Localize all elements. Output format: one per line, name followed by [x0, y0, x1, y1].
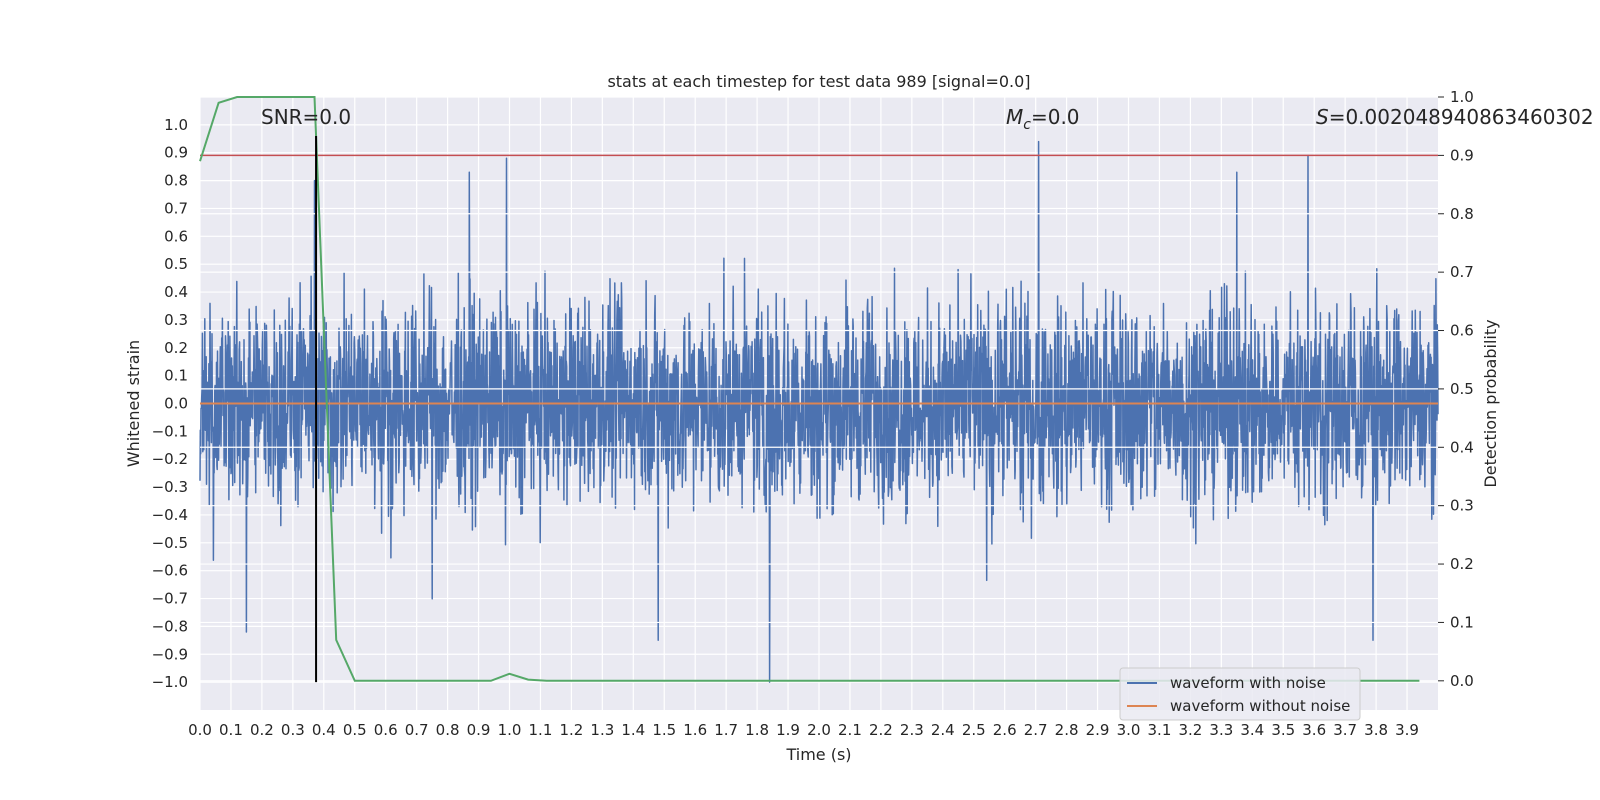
y-tick-label: −0.7: [152, 590, 188, 608]
x-tick-label: 2.8: [1055, 721, 1079, 739]
mc-subscript: c: [1023, 117, 1031, 133]
y2-tick-label: 0.6: [1450, 322, 1474, 340]
s-value: =0.002048940863460302: [1329, 105, 1594, 129]
x-tick-label: 1.1: [529, 721, 553, 739]
y2-axis-label: Detection probability: [1481, 319, 1500, 487]
x-tick-label: 2.7: [1024, 721, 1048, 739]
x-tick-label: 0.2: [250, 721, 274, 739]
y-tick-label: 0.0: [164, 395, 188, 413]
y-tick-label: −0.2: [152, 450, 188, 468]
s-annotation: S=0.002048940863460302: [1316, 105, 1594, 129]
y2-tick-label: 1.0: [1450, 88, 1474, 106]
y-tick-label: −0.6: [152, 562, 188, 580]
x-tick-label: 0.1: [219, 721, 243, 739]
x-tick-label: 1.6: [683, 721, 707, 739]
x-tick-label: 0.5: [343, 721, 367, 739]
y2-tick-label: 0.2: [1450, 555, 1474, 573]
legend-entry-noisy: waveform with noise: [1170, 674, 1326, 692]
y-tick-label: −0.9: [152, 645, 188, 663]
x-tick-label: 2.3: [900, 721, 924, 739]
x-tick-label: 3.5: [1271, 721, 1295, 739]
x-tick-label: 2.6: [993, 721, 1017, 739]
y2-axis-ticks: 1.0 0.9 0.8 0.7 0.6 0.5 0.4 0.3 0.2 0.1 0.0: [1438, 88, 1474, 690]
x-tick-label: 2.9: [1086, 721, 1110, 739]
noisy-waveform-line: [199, 140, 1439, 683]
x-tick-label: 0.4: [312, 721, 336, 739]
x-tick-label: 1.3: [590, 721, 614, 739]
y2-tick-label: 0.9: [1450, 146, 1474, 164]
x-axis-ticks: 0.0 0.1 0.2 0.3 0.4 0.5 0.6 0.7 0.8 0.9 1.0 1.1 1.2 1…: [188, 721, 1419, 739]
x-tick-label: 1.2: [559, 721, 583, 739]
mc-annotation: Mc=0.0: [1006, 105, 1080, 133]
x-tick-label: 0.8: [436, 721, 460, 739]
x-tick-label: 0.0: [188, 721, 212, 739]
y-tick-label: 0.3: [164, 311, 188, 329]
x-tick-label: 1.8: [745, 721, 769, 739]
y-tick-label: −0.1: [152, 422, 188, 440]
y-tick-label: 0.6: [164, 227, 188, 245]
x-tick-label: 1.5: [652, 721, 676, 739]
s-symbol: S: [1316, 105, 1329, 129]
legend-entry-clean: waveform without noise: [1170, 697, 1350, 715]
legend-box: [1119, 667, 1361, 721]
x-tick-label: 0.3: [281, 721, 305, 739]
x-tick-label: 3.0: [1117, 721, 1141, 739]
y-tick-label: 0.9: [164, 144, 188, 162]
y2-tick-label: 0.7: [1450, 263, 1474, 281]
probability-line: [199, 96, 1420, 682]
x-tick-label: 3.2: [1178, 721, 1202, 739]
x-tick-label: 2.1: [838, 721, 862, 739]
y-tick-label: −0.8: [152, 617, 188, 635]
probability-series: [199, 96, 1420, 682]
x-tick-label: 0.6: [374, 721, 398, 739]
x-tick-label: 3.8: [1364, 721, 1388, 739]
x-tick-label: 1.0: [498, 721, 522, 739]
x-tick-label: 1.4: [621, 721, 645, 739]
x-tick-label: 1.7: [714, 721, 738, 739]
x-tick-label: 3.7: [1333, 721, 1357, 739]
y-axis-label: Whitened strain: [124, 340, 143, 467]
y2-tick-label: 0.0: [1450, 672, 1474, 690]
noisy-waveform-series: [199, 140, 1439, 683]
y-tick-label: −1.0: [152, 673, 188, 691]
legend: waveform with noise waveform without noi…: [1119, 667, 1361, 721]
y-tick-label: −0.3: [152, 478, 188, 496]
chart-title: stats at each timestep for test data 989…: [607, 72, 1030, 91]
x-tick-label: 3.3: [1209, 721, 1233, 739]
y2-tick-label: 0.1: [1450, 613, 1474, 631]
y-tick-label: 0.1: [164, 367, 188, 385]
x-tick-label: 3.6: [1302, 721, 1326, 739]
x-tick-label: 0.7: [405, 721, 429, 739]
mc-symbol: M: [1006, 105, 1023, 129]
x-tick-label: 3.1: [1148, 721, 1172, 739]
x-tick-label: 1.9: [776, 721, 800, 739]
x-axis-label: Time (s): [785, 745, 851, 764]
y2-tick-label: 0.3: [1450, 497, 1474, 515]
y2-tick-label: 0.8: [1450, 205, 1474, 223]
x-tick-label: 2.2: [869, 721, 893, 739]
y-tick-label: 0.8: [164, 172, 188, 190]
y-tick-label: −0.4: [152, 506, 188, 524]
y-tick-label: 1.0: [164, 116, 188, 134]
y-tick-label: −0.5: [152, 534, 188, 552]
x-tick-label: 3.9: [1395, 721, 1419, 739]
y-tick-label: 0.5: [164, 255, 188, 273]
y-tick-label: 0.4: [164, 283, 188, 301]
x-tick-label: 3.4: [1240, 721, 1264, 739]
x-tick-label: 0.9: [467, 721, 491, 739]
clean-waveform-series: [200, 96, 1438, 682]
y2-tick-label: 0.5: [1450, 380, 1474, 398]
x-tick-label: 2.5: [962, 721, 986, 739]
y-tick-label: 0.2: [164, 339, 188, 357]
x-tick-label: 2.4: [931, 721, 955, 739]
snr-annotation: SNR=0.0: [261, 105, 351, 129]
mc-value: =0.0: [1031, 105, 1080, 129]
y-axis-ticks: 1.0 0.9 0.8 0.7 0.6 0.5 0.4 0.3 0.2 0.1 0.0 −0.1 −0.…: [152, 116, 188, 691]
x-tick-label: 2.0: [807, 721, 831, 739]
y-tick-label: 0.7: [164, 199, 188, 217]
y2-tick-label: 0.4: [1450, 438, 1474, 456]
